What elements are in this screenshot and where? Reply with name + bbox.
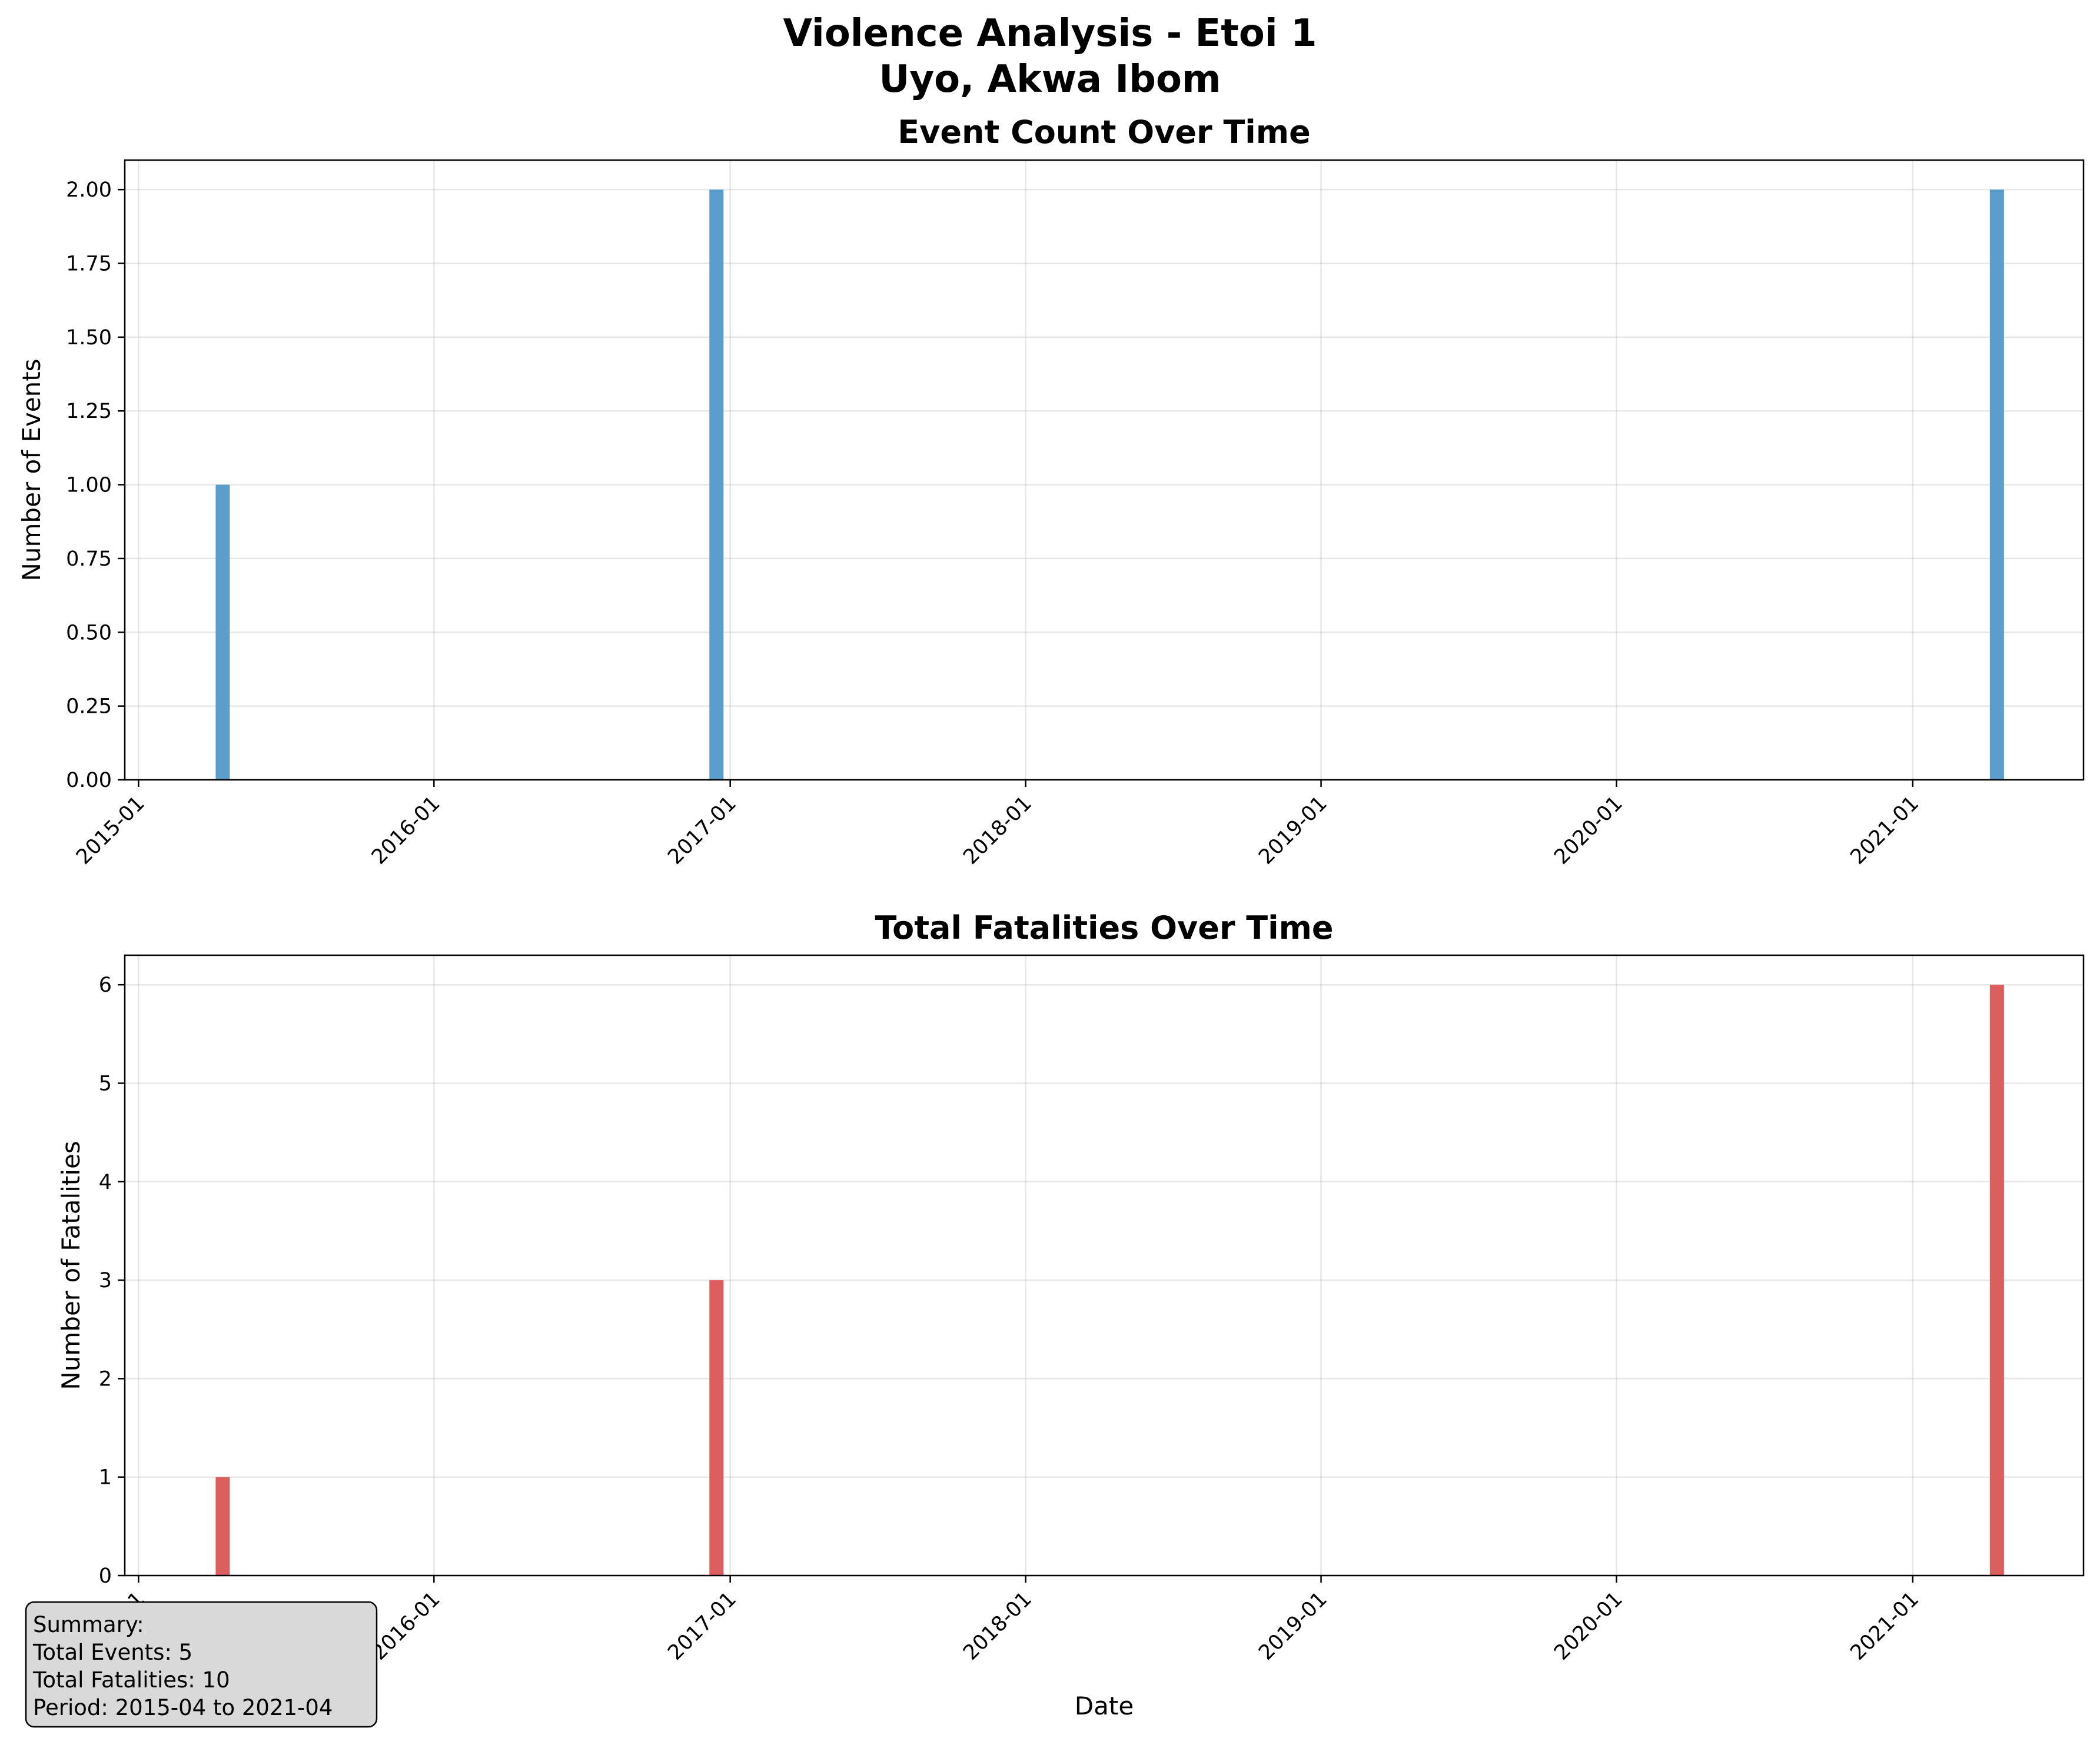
chart0-x-tick-label: 2015-01 <box>72 792 149 869</box>
chart1-y-tick-label: 0 <box>99 1564 112 1588</box>
chart1-x-tick-label: 2019-01 <box>1254 1587 1332 1665</box>
chart0-bar <box>215 484 230 780</box>
summary-box-background <box>25 1601 378 1728</box>
chart1-frame <box>124 954 2085 1577</box>
chart0-y-tick-label: 0.75 <box>66 547 112 571</box>
chart0-frame <box>124 159 2085 781</box>
chart1-y-tick-label: 1 <box>99 1466 112 1490</box>
chart0-bar <box>709 190 724 780</box>
chart1-x-tick-label: 2017-01 <box>663 1587 741 1665</box>
chart0-y-tick-label: 1.75 <box>66 252 112 276</box>
summary-heading: Summary: <box>33 1612 144 1637</box>
chart1-bar <box>1989 985 2004 1576</box>
chart1-x-tick-label: 2020-01 <box>1550 1587 1627 1665</box>
chart0-x-tick-label: 2017-01 <box>663 792 741 869</box>
summary-total-events: Total Events: 5 <box>32 1640 192 1665</box>
chart0-bar <box>1989 190 2004 780</box>
chart1-y-tick-label: 6 <box>99 973 112 997</box>
chart0-y-tick-label: 0.00 <box>66 769 112 792</box>
chart1-x-tick-label: 2018-01 <box>959 1587 1036 1665</box>
figure-title-line1: Violence Analysis - Etoi 1 <box>783 12 1317 55</box>
chart0-x-tick-label: 2019-01 <box>1254 792 1332 869</box>
chart1-plot-area <box>125 955 2084 1576</box>
chart1-y-axis-label: Number of Fatalities <box>57 1141 85 1390</box>
chart0-y-tick-label: 1.50 <box>66 326 112 350</box>
fatalities-chart: 2015-012016-012017-012018-012019-012020-… <box>57 909 2085 1720</box>
chart0-y-tick-label: 0.50 <box>66 621 112 644</box>
chart0-x-tick-label: 2020-01 <box>1550 792 1627 869</box>
chart1-bar <box>709 1280 724 1576</box>
summary-box: Summary: Total Events: 5 Total Fatalitie… <box>25 1601 378 1728</box>
chart1-y-tick-label: 2 <box>99 1367 112 1391</box>
chart1-x-tick-label: 2016-01 <box>367 1587 445 1665</box>
chart0-x-tick-label: 2016-01 <box>367 792 445 869</box>
figure-title-line2: Uyo, Akwa Ibom <box>879 58 1221 101</box>
chart1-x-tick-label: 2021-01 <box>1846 1587 1923 1665</box>
chart1-y-tick-label: 4 <box>99 1171 112 1194</box>
chart0-y-tick-label: 1.00 <box>66 474 112 497</box>
chart1-bar <box>215 1477 230 1576</box>
summary-period: Period: 2015-04 to 2021-04 <box>33 1695 333 1720</box>
chart1-title: Total Fatalities Over Time <box>875 909 1333 946</box>
chart1-x-axis-label: Date <box>1075 1692 1134 1720</box>
event-count-chart: 2015-01 2016-01 2017-01 2018-01 2019-01 2020-… <box>17 114 2085 869</box>
chart0-x-tick-label: 2018-01 <box>959 792 1036 869</box>
chart1-y-tick-label: 5 <box>99 1072 112 1095</box>
chart0-title: Event Count Over Time <box>898 114 1310 151</box>
chart0-y-tick-label: 2.00 <box>66 178 112 202</box>
chart0-y-axis-label: Number of Events <box>17 358 46 581</box>
chart0-y-tick-label: 1.25 <box>66 400 112 423</box>
chart0-x-tick-label: 2021-01 <box>1846 792 1923 869</box>
chart1-y-tick-label: 3 <box>99 1269 112 1292</box>
summary-total-fatalities: Total Fatalities: 10 <box>32 1667 230 1693</box>
chart0-y-tick-label: 0.25 <box>66 695 112 719</box>
chart0-plot-area <box>125 160 2084 780</box>
